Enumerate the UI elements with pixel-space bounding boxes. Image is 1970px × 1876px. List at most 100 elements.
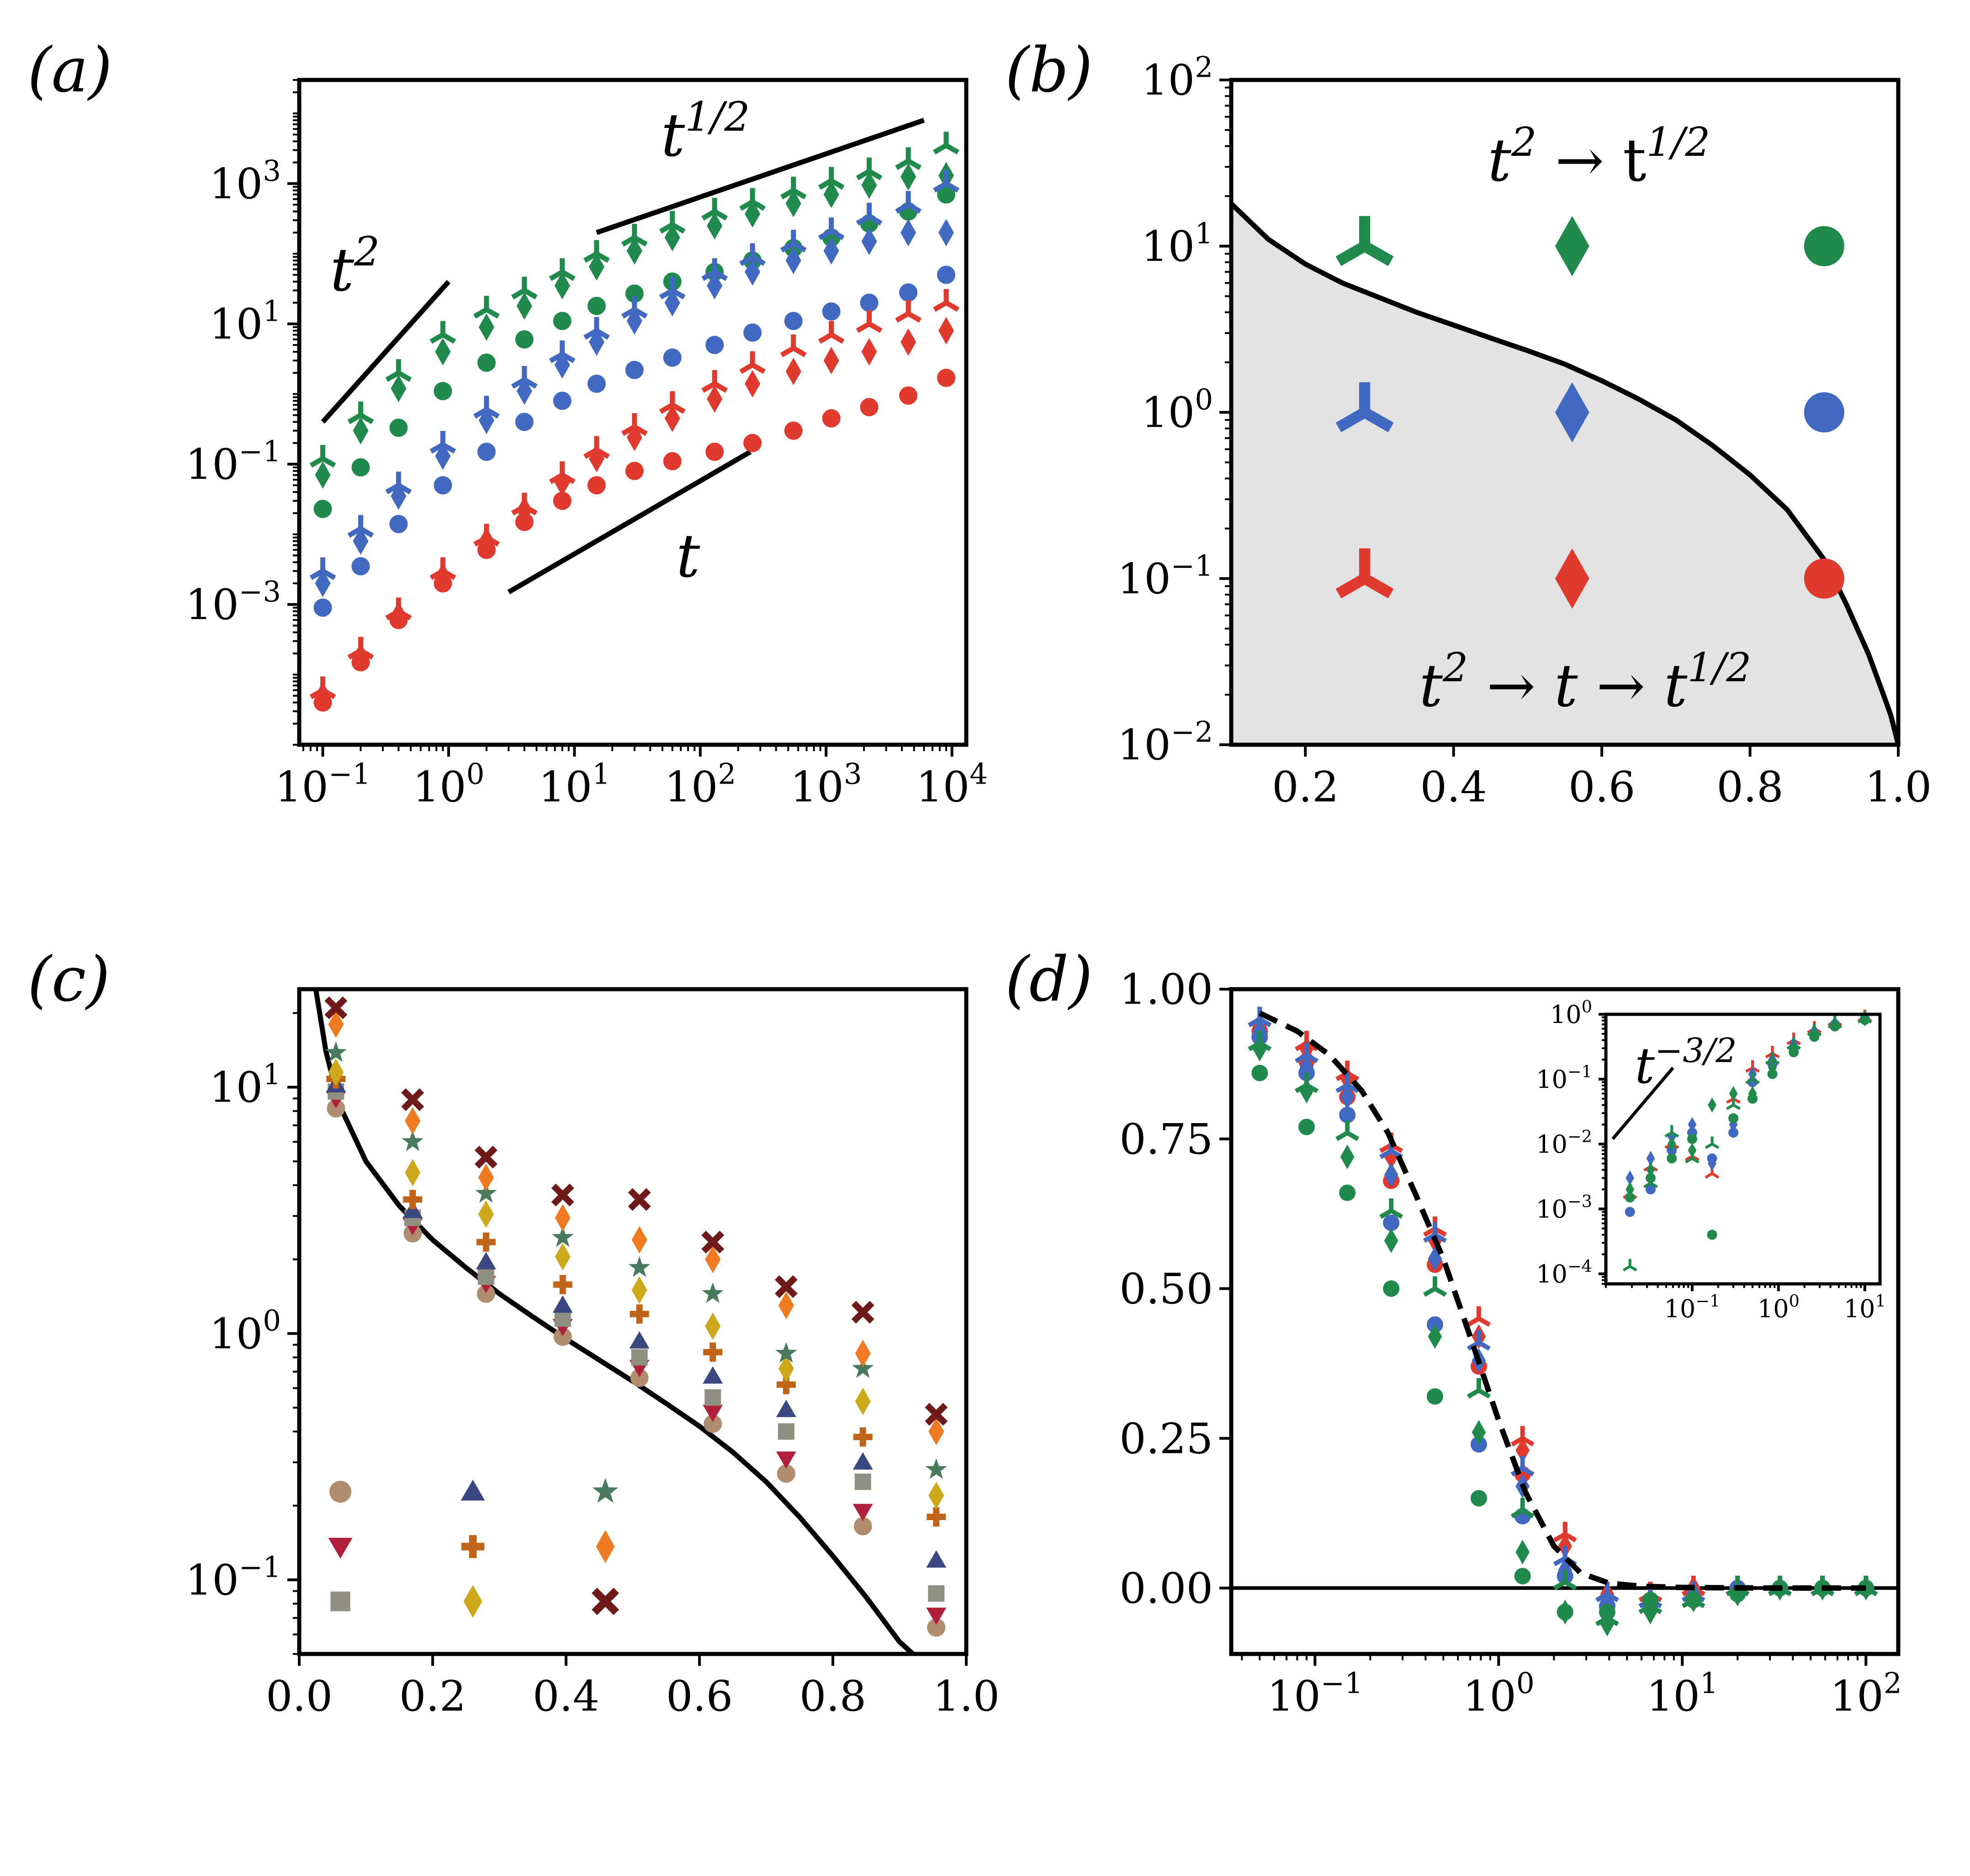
panel-d-inset-point-shape — [1809, 1032, 1820, 1042]
panel-d-point-shape — [1685, 1592, 1702, 1609]
panel-d-inset-point — [1789, 1047, 1799, 1058]
panel-c-point-shape — [703, 1404, 723, 1422]
panel-d-inset-point — [1645, 1173, 1656, 1183]
panel-a-point — [784, 312, 803, 330]
panel-a-point — [588, 445, 604, 472]
panel-d-point-arm — [1553, 1532, 1567, 1542]
panel-d-point-shape — [1252, 1037, 1267, 1062]
panel-a-point-shape — [707, 385, 723, 413]
panel-a-point — [785, 190, 801, 217]
panel-a-point-arm — [309, 456, 324, 468]
panel-d-point-arm — [1423, 1287, 1436, 1297]
panel-a-point-arm — [895, 202, 910, 214]
panel-c-point-shape — [928, 1418, 944, 1446]
panel-a-point-shape — [822, 409, 841, 428]
panel-c-point — [928, 1418, 944, 1446]
panel-a-point — [705, 442, 724, 461]
panel-c-point-shape — [553, 1327, 572, 1346]
panel-b: t2 → t1/2 t2 → t → t1/2 0.2 0.4 0.6 0.8 1.0 10−… — [1117, 51, 1932, 812]
panel-a-y-tick-label: 10−3 — [185, 575, 281, 630]
panel-a-point — [347, 401, 374, 424]
panel-d-inset-point — [1645, 1184, 1656, 1195]
panel-c-point-shape — [703, 1366, 723, 1384]
panel-b-y-tick-label: 10−1 — [1117, 549, 1213, 604]
panel-c-x-tick-label: 0.0 — [266, 1672, 333, 1721]
panel-a-point — [587, 297, 606, 315]
panel-d-inset-point — [1767, 1069, 1778, 1079]
panel-c-point — [701, 1230, 725, 1254]
panel-c-point — [927, 1618, 946, 1637]
panel-d-inset-point — [1765, 1052, 1780, 1065]
panel-a-point-arm — [868, 214, 883, 226]
panel-a-point-shape — [937, 368, 956, 387]
panel-c-point — [852, 1357, 874, 1378]
panel-a-point-shape — [861, 338, 877, 366]
panel-a-point — [701, 197, 728, 221]
panel-a-point-shape — [435, 338, 451, 366]
panel-d-point-shape — [1299, 1078, 1314, 1103]
panel-a-point-arm — [868, 322, 883, 333]
panel-a-point — [707, 212, 723, 240]
panel-a-point-shape — [315, 569, 331, 597]
panel-c-point-shape — [704, 1415, 722, 1433]
panel-d-point-shape — [1340, 1145, 1355, 1170]
panel-a-point-arm — [621, 235, 636, 247]
panel-c-point-shape — [775, 1342, 797, 1363]
panel-b-point-arm — [1335, 408, 1368, 432]
panel-c-point-shape — [852, 1357, 874, 1378]
panel-c-point-shape — [776, 1399, 796, 1417]
panel-c-point — [553, 1327, 572, 1346]
panel-a-frame — [297, 78, 969, 747]
panel-a-point — [822, 409, 841, 428]
panel-a-series — [313, 368, 956, 712]
panel-d-point-arm — [1335, 1083, 1349, 1093]
panel-a-point-arm — [523, 377, 538, 389]
panel-d-inset-point-arm — [1691, 1157, 1700, 1164]
panel-a-point-arm — [945, 300, 959, 312]
panel-c-point-shape — [928, 1482, 944, 1510]
panel-a-point-arm — [907, 202, 921, 214]
panel-d-point-arm — [1564, 1532, 1577, 1542]
panel-d-inset-background — [1606, 1014, 1880, 1284]
panel-a-point — [823, 180, 839, 208]
panel-b-x-tick-label: 0.2 — [1272, 763, 1339, 811]
panel-a-point-shape — [587, 476, 606, 495]
panel-c-point — [776, 1399, 796, 1417]
panel-d-inset-point-arm — [1685, 1157, 1693, 1164]
panel-c-legend-marker — [463, 1585, 482, 1618]
panel-d-inset-point-shape — [1728, 1113, 1739, 1123]
panel-a-point-arm — [385, 371, 400, 382]
panel-d-inset-point-arm — [1765, 1058, 1773, 1065]
panel-b-point-arm — [1361, 241, 1394, 266]
panel-c-point — [402, 1200, 423, 1218]
panel-a-x-tick-label: 102 — [664, 758, 736, 812]
panel-a-point-arm — [621, 307, 636, 319]
panel-a-point — [477, 442, 496, 461]
panel-c-point-shape — [853, 1504, 873, 1521]
panel-a-point-arm — [856, 214, 871, 226]
panel-d-inset-y-tick-label: 100 — [1550, 997, 1592, 1029]
panel-c-point-shape — [328, 1010, 344, 1038]
panel-b-point-shape — [1804, 558, 1844, 599]
panel-a-point — [899, 386, 918, 405]
panel-a-point — [823, 347, 839, 375]
panel-a-point-arm — [751, 254, 766, 266]
panel-a-point — [516, 292, 532, 320]
panel-a-point — [664, 223, 680, 251]
panel-a-point-shape — [860, 398, 879, 417]
panel-a-point — [351, 653, 370, 672]
panel-a-point — [587, 374, 606, 393]
panel-a-point-arm — [818, 332, 833, 344]
panel-d-inset-point-arm — [1745, 1066, 1753, 1073]
panel-a-point-arm — [856, 169, 871, 180]
panel-c-point-shape — [705, 1245, 721, 1273]
panel-a-point-arm — [659, 403, 674, 414]
panel-d-inset-point-shape — [1728, 1127, 1739, 1138]
panel-a-point — [351, 458, 370, 477]
panel-d-inset-x-tick-label: 101 — [1844, 1291, 1886, 1323]
panel-c-point — [328, 1058, 344, 1086]
panel-a-point-arm — [485, 307, 500, 319]
panel-a-point-shape — [351, 653, 370, 672]
panel-a-point-arm — [830, 229, 845, 240]
panel-d-inset-point — [1745, 1060, 1760, 1073]
